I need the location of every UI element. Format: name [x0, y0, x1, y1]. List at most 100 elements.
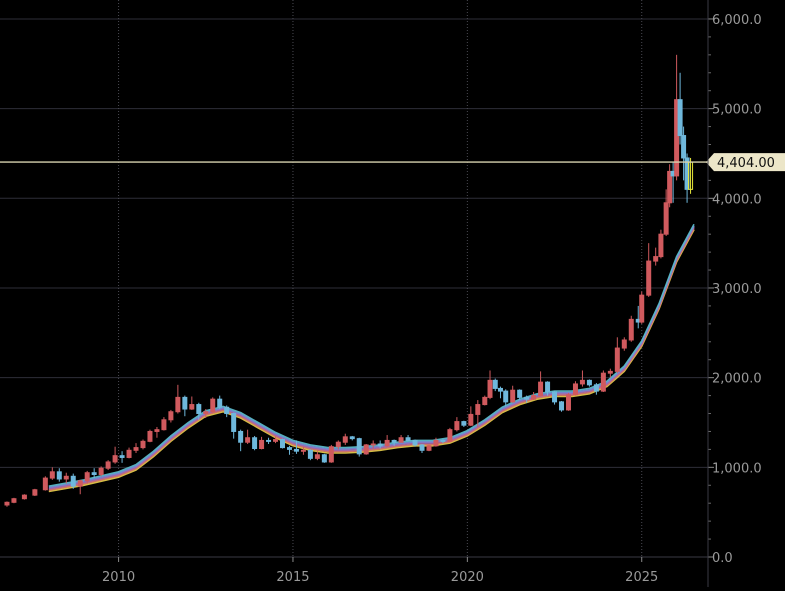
candle-body[interactable]	[667, 170, 673, 204]
candle-body[interactable]	[398, 437, 404, 443]
candle-body[interactable]	[349, 436, 355, 440]
candle-body[interactable]	[175, 396, 181, 413]
candle-body[interactable]	[391, 439, 397, 443]
candle-body[interactable]	[91, 472, 97, 476]
candle-body[interactable]	[487, 379, 493, 398]
candle-body[interactable]	[259, 439, 265, 449]
candle-body[interactable]	[384, 439, 390, 447]
candle-body[interactable]	[161, 419, 167, 431]
candle-body[interactable]	[405, 437, 411, 441]
candle-body[interactable]	[628, 318, 634, 341]
candle-body[interactable]	[677, 99, 683, 137]
candle-body[interactable]	[98, 467, 104, 476]
candle-body[interactable]	[105, 461, 111, 469]
candle-body[interactable]	[593, 384, 599, 392]
candle-body[interactable]	[681, 135, 687, 159]
candle-body[interactable]	[545, 381, 551, 393]
candle-body[interactable]	[21, 494, 27, 500]
candle-body[interactable]	[119, 455, 125, 458]
candles[interactable]	[4, 54, 694, 507]
candle-body[interactable]	[356, 438, 362, 455]
candle-body[interactable]	[524, 396, 530, 400]
candle-body[interactable]	[11, 498, 17, 503]
candle-body[interactable]	[572, 383, 578, 396]
candle-body[interactable]	[342, 436, 348, 443]
candle-body[interactable]	[646, 260, 652, 296]
candle-body[interactable]	[663, 202, 669, 235]
candle-body[interactable]	[266, 439, 272, 442]
candle-body[interactable]	[293, 448, 299, 452]
candle-body[interactable]	[579, 379, 585, 385]
candle-body[interactable]	[621, 339, 627, 349]
candle-body[interactable]	[510, 389, 516, 403]
candle-body[interactable]	[133, 447, 139, 451]
candle-body[interactable]	[607, 370, 613, 374]
candle-body[interactable]	[238, 430, 244, 443]
candle-body[interactable]	[231, 413, 237, 432]
candle-body[interactable]	[112, 455, 118, 463]
candle-body[interactable]	[600, 372, 606, 392]
candle-body[interactable]	[63, 475, 69, 480]
candle-body[interactable]	[32, 489, 38, 496]
candle-body[interactable]	[273, 439, 279, 442]
candle-body[interactable]	[475, 404, 481, 415]
candle-body[interactable]	[559, 401, 565, 411]
candle-body[interactable]	[203, 411, 209, 415]
candle-body[interactable]	[377, 443, 383, 447]
candle-body[interactable]	[70, 475, 76, 487]
candle-body[interactable]	[461, 421, 467, 426]
candle-body[interactable]	[77, 480, 83, 487]
candle-body[interactable]	[321, 454, 327, 463]
candle-body[interactable]	[189, 404, 195, 410]
candle-body[interactable]	[56, 471, 62, 480]
candle-body[interactable]	[586, 379, 592, 386]
candle-body[interactable]	[653, 256, 659, 262]
candle-body[interactable]	[328, 446, 334, 463]
candle-body[interactable]	[286, 447, 292, 450]
candle-body[interactable]	[217, 398, 223, 408]
candle-body[interactable]	[639, 294, 645, 323]
candle-body[interactable]	[503, 390, 509, 403]
candle-body[interactable]	[412, 439, 418, 446]
candle-body[interactable]	[468, 413, 474, 426]
candle-body[interactable]	[492, 379, 498, 389]
candle-body[interactable]	[447, 429, 453, 442]
candle-body[interactable]	[531, 395, 537, 400]
candle-body[interactable]	[140, 440, 146, 449]
candle-body[interactable]	[440, 439, 446, 442]
candle-body[interactable]	[300, 449, 306, 452]
candle-body[interactable]	[245, 437, 251, 443]
candle-body[interactable]	[482, 396, 488, 406]
candle-body[interactable]	[614, 347, 620, 372]
candle-body[interactable]	[538, 381, 544, 397]
candle-body[interactable]	[370, 443, 376, 446]
candle-body[interactable]	[419, 444, 425, 451]
candle-body[interactable]	[182, 396, 188, 410]
candle-body[interactable]	[684, 157, 690, 190]
candle-body[interactable]	[154, 429, 160, 432]
candle-body[interactable]	[42, 477, 48, 491]
candle-body[interactable]	[49, 471, 55, 479]
candle-body[interactable]	[210, 398, 216, 413]
candle-body[interactable]	[454, 421, 460, 431]
candle-body[interactable]	[552, 391, 558, 403]
candle-body[interactable]	[224, 406, 230, 415]
candle-body[interactable]	[314, 454, 320, 459]
candle-body[interactable]	[658, 233, 664, 258]
candle-body[interactable]	[126, 449, 132, 458]
candle-body[interactable]	[307, 449, 313, 459]
candle-body[interactable]	[426, 445, 432, 451]
candle-body[interactable]	[497, 387, 503, 392]
candle-body[interactable]	[363, 444, 369, 455]
candle-body[interactable]	[674, 99, 680, 177]
candle-body[interactable]	[252, 437, 258, 449]
candle-body[interactable]	[335, 441, 341, 448]
candle-body[interactable]	[196, 404, 202, 415]
candle-body[interactable]	[84, 472, 90, 482]
candle-body[interactable]	[433, 439, 439, 447]
candle-body[interactable]	[517, 389, 523, 398]
candle-body[interactable]	[4, 501, 10, 506]
candle-body[interactable]	[280, 439, 286, 449]
